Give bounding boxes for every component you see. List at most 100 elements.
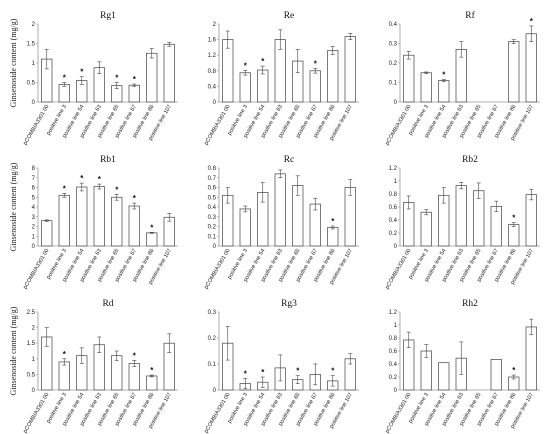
- y-axis-label: Ginsenoside content (mg/g): [9, 162, 18, 251]
- y-axis-label: Ginsenoside content (mg/g): [9, 306, 18, 395]
- bar: [455, 185, 467, 247]
- y-tick-label: 0.6: [389, 205, 398, 211]
- y-axis-label: Ginsenoside content (mg/g): [9, 18, 18, 107]
- bar: [239, 72, 251, 103]
- significance-marker: *: [80, 68, 84, 77]
- y-tick-label: 2: [32, 225, 36, 231]
- y-tick-label: 0.8: [208, 69, 217, 75]
- significance-marker: *: [133, 194, 137, 203]
- bar: [41, 220, 53, 247]
- panel-title: Rh2: [462, 299, 478, 309]
- y-tick-label: 0: [394, 388, 398, 394]
- significance-marker: *: [63, 350, 67, 359]
- panel-title: Rb2: [462, 155, 478, 165]
- significance-marker: *: [331, 367, 335, 376]
- y-tick-label: 0.6: [389, 349, 398, 355]
- y-tick-label: 4: [32, 205, 36, 211]
- x-tick-label: pCOMBIA3301 00: [204, 248, 232, 290]
- y-tick-label: 0.3: [389, 42, 398, 48]
- y-tick-label: 0.4: [208, 84, 217, 90]
- y-tick-label: 0.4: [389, 362, 398, 368]
- panel-title: Re: [284, 11, 295, 21]
- bar: [309, 203, 321, 247]
- y-tick-label: 1.6: [208, 38, 217, 44]
- y-tick-label: 2: [32, 326, 36, 332]
- bar: [111, 355, 123, 391]
- panel-rc: Rc 0 0.1 0.2 0.3 0.4 0.5 0.6 0.7 0.8 pCOMBIA3301 0…: [204, 155, 359, 290]
- y-tick-label: 0.3: [208, 310, 217, 316]
- significance-marker: *: [150, 223, 154, 232]
- bar: [163, 216, 175, 247]
- y-tick-label: 0.4: [389, 218, 398, 224]
- y-tick-label: 8: [32, 166, 36, 172]
- bar: [403, 54, 415, 103]
- bar: [525, 326, 537, 391]
- y-tick-label: 1.2: [389, 310, 398, 316]
- significance-marker: *: [331, 217, 335, 226]
- bar: [525, 33, 537, 103]
- y-tick-label: 6: [32, 186, 36, 192]
- bar: [490, 206, 502, 247]
- bar: [257, 69, 269, 103]
- y-tick-label: 1: [32, 357, 36, 363]
- y-tick-label: 0.5: [208, 195, 217, 201]
- y-tick-label: 0: [32, 244, 36, 250]
- y-tick-label: 1.5: [27, 42, 36, 48]
- significance-marker: *: [133, 351, 137, 360]
- bar: [128, 205, 140, 247]
- significance-marker: *: [244, 61, 248, 70]
- significance-marker: *: [512, 214, 516, 223]
- y-tick-label: 0.2: [389, 61, 398, 67]
- y-tick-label: 0.5: [27, 372, 36, 378]
- significance-marker: *: [530, 17, 534, 26]
- bar: [473, 190, 485, 247]
- bar: [274, 173, 286, 247]
- bar: [163, 43, 175, 103]
- y-tick-label: 0.1: [389, 81, 398, 87]
- y-tick-label: 0.8: [389, 192, 398, 198]
- y-tick-label: 1.2: [389, 166, 398, 172]
- bar: [420, 72, 432, 103]
- bar: [58, 361, 70, 391]
- significance-marker: *: [63, 184, 67, 193]
- x-tick-label: pCOMBIA3301 00: [204, 392, 232, 434]
- panel-rd: Rd Ginsenoside content (mg/g) 0 0.5 1 1.5 2 2.5…: [9, 299, 178, 434]
- bar: [508, 41, 520, 103]
- significance-marker: *: [63, 74, 67, 83]
- x-tick-label: pCOMBIA3301 00: [385, 104, 413, 146]
- bar: [58, 84, 70, 103]
- y-tick-label: 0.1: [208, 234, 217, 240]
- bar: [420, 211, 432, 247]
- y-tick-label: 3: [32, 215, 36, 221]
- bar: [327, 50, 339, 103]
- panel-title: Rg3: [281, 299, 297, 309]
- x-tick-label: pCOMBIA3301 00: [385, 248, 413, 290]
- significance-marker: *: [261, 57, 265, 66]
- y-tick-label: 0: [394, 100, 398, 106]
- y-tick-label: 7: [32, 176, 36, 182]
- y-tick-label: 1.5: [27, 341, 36, 347]
- y-tick-label: 5: [32, 195, 36, 201]
- y-tick-label: 0.5: [27, 81, 36, 87]
- y-tick-label: 0: [213, 388, 217, 394]
- bar: [128, 363, 140, 391]
- y-tick-label: 0.4: [389, 22, 398, 28]
- x-tick-label: pCOMBIA3301 00: [204, 104, 232, 146]
- y-tick-label: 1: [394, 179, 398, 185]
- y-tick-label: 0.7: [208, 176, 217, 182]
- x-tick-label: pCOMBIA3301 00: [23, 104, 51, 146]
- bar: [525, 194, 537, 247]
- x-tick-label: pCOMBIA3301 00: [385, 392, 413, 434]
- bar: [490, 359, 502, 391]
- y-tick-label: 0.2: [389, 231, 398, 237]
- bar: [93, 186, 105, 247]
- y-tick-label: 0: [213, 100, 217, 106]
- y-tick-label: 2: [32, 22, 36, 28]
- panel-rg1: Rg1 Ginsenoside content (mg/g) 0 0.5 1 1.5 2 pC…: [9, 11, 178, 146]
- x-tick-label: pCOMBIA3301 00: [23, 392, 51, 434]
